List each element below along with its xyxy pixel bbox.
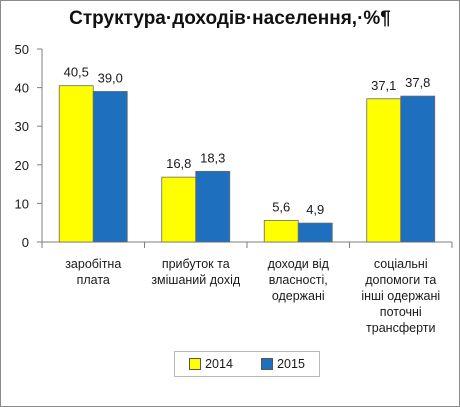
x-category-label-line: соціальні [374, 257, 428, 271]
data-label-2014-0: 40,5 [64, 65, 89, 80]
legend: 2014 2015 [174, 351, 320, 377]
x-category-label-line: прибуток та [162, 257, 230, 271]
x-category-label-line: власності, [269, 273, 328, 287]
x-category-label-line: заробітна [65, 257, 121, 271]
legend-label-2014: 2014 [205, 357, 233, 371]
y-tick-label: 50 [15, 42, 29, 57]
y-tick-label: 40 [15, 81, 29, 96]
data-label-2014-1: 16,8 [166, 156, 191, 171]
legend-label-2015: 2015 [277, 357, 305, 371]
bar-2014-2 [263, 219, 299, 243]
bar-2015-3 [400, 95, 436, 243]
x-category-label-line: допомоги та [365, 273, 436, 287]
bar-2015-1 [195, 170, 231, 243]
x-category-label-line: трансферти [366, 321, 435, 335]
x-category-label-line: одержані [272, 289, 325, 303]
x-category-label: прибуток та змішаний дохід [151, 257, 241, 287]
x-category-label: соціальні допомоги та інші одержані поточні… [361, 257, 440, 335]
data-label-2015-3: 37,8 [405, 75, 430, 90]
data-label-2014-3: 37,1 [371, 78, 396, 93]
legend-item-2015: 2015 [261, 357, 305, 371]
y-tick-label: 0 [22, 235, 29, 250]
bar-2015-2 [297, 222, 333, 243]
data-label-2015-2: 4,9 [306, 202, 324, 217]
y-tick-label: 20 [15, 158, 29, 173]
x-category-label-line: плата [77, 273, 110, 287]
y-tick-label: 10 [15, 196, 29, 211]
bar-2014-1 [161, 176, 197, 243]
x-category-label-line: інші одержані [361, 289, 440, 303]
x-category-label: доходи від власності, одержані [268, 257, 330, 303]
x-category-label-line: доходи від [268, 257, 330, 271]
chart-title: Структура·доходів·населення,·%¶ [69, 8, 391, 29]
bar-2014-3 [366, 98, 402, 243]
x-category-label-line: змішаний дохід [151, 273, 241, 287]
data-label-2015-1: 18,3 [200, 150, 225, 165]
data-label-2014-2: 5,6 [272, 199, 290, 214]
legend-swatch-2015 [261, 358, 274, 370]
bar-2015-0 [92, 91, 128, 243]
y-tick-label: 30 [15, 119, 29, 134]
legend-item-2014: 2014 [189, 357, 233, 371]
data-label-2015-0: 39,0 [98, 70, 123, 85]
x-category-label-line: поточні [380, 305, 422, 319]
legend-swatch-2014 [189, 358, 202, 370]
x-category-label: заробітна плата [65, 257, 121, 287]
bar-2014-0 [58, 85, 94, 243]
